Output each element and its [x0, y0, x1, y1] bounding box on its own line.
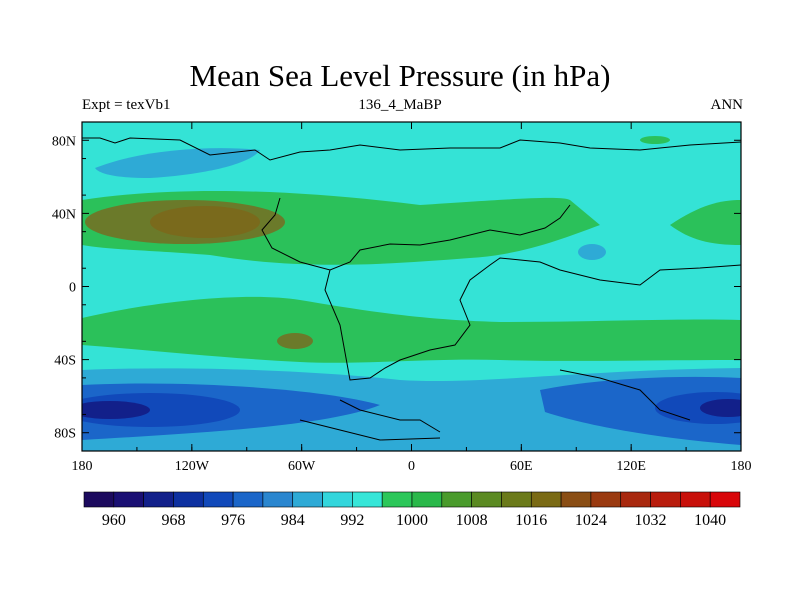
colorbar-swatch — [292, 491, 323, 508]
colorbar-label: 1032 — [634, 512, 667, 529]
y-tick-label: 0 — [69, 281, 76, 296]
colorbar-swatch — [232, 491, 264, 508]
x-tick-label: 180 — [731, 459, 752, 474]
colorbar-label: 1008 — [455, 512, 488, 529]
x-tick-label: 120W — [175, 459, 210, 474]
x-tick-label: 60E — [510, 459, 533, 474]
period-label: ANN — [710, 97, 744, 113]
colorbar-swatch — [83, 491, 115, 508]
y-axis-ticks: 80N 40N 0 40S 80S — [52, 121, 741, 452]
contour-band-1008-arctic — [640, 136, 670, 144]
contour-band-1008-south — [82, 296, 741, 363]
x-tick-label: 60W — [288, 459, 316, 474]
x-axis-ticks: 180 120W 60W 0 60E 120E 180 — [72, 122, 752, 474]
colorbar-swatch — [620, 491, 651, 508]
colorbar-swatch — [441, 491, 472, 508]
colorbar-swatch — [143, 491, 174, 508]
colorbar-swatch — [590, 491, 622, 508]
colorbar-swatch — [650, 491, 681, 508]
experiment-label: Expt = texVb1 — [82, 97, 171, 113]
x-tick-label: 120E — [616, 459, 646, 474]
colorbar-swatch — [471, 491, 502, 508]
colorbar-label: 968 — [161, 512, 186, 529]
colorbar-swatch — [262, 491, 294, 508]
colorbar-swatch — [381, 491, 413, 508]
y-tick-label: 80N — [52, 134, 76, 149]
colorbar-swatch — [173, 491, 204, 508]
colorbar-swatch — [202, 491, 234, 508]
x-tick-label: 180 — [72, 459, 93, 474]
contour-band-968-southeast — [700, 399, 741, 417]
colorbar-label: 960 — [101, 512, 126, 529]
contour-band-992-north — [95, 148, 260, 178]
contour-band-1008-northeast — [670, 200, 741, 245]
colorbar-label: 992 — [340, 512, 365, 529]
colorbar-swatch — [411, 491, 443, 508]
colorbar-swatch — [530, 491, 562, 508]
y-tick-label: 80S — [54, 427, 76, 442]
colorbar-label: 1000 — [396, 512, 428, 529]
colorbar-swatch — [709, 491, 741, 508]
colorbar-swatch — [352, 491, 383, 508]
plot-title: Mean Sea Level Pressure (in hPa) — [189, 58, 611, 93]
y-tick-label: 40S — [54, 354, 76, 369]
colorbar-swatch — [501, 491, 532, 508]
colorbar-swatch — [113, 491, 144, 508]
age-label: 136_4_MaBP — [358, 97, 442, 113]
contour-band-1016-south — [277, 333, 313, 349]
contour-field — [82, 122, 741, 451]
colorbar-label: 1016 — [515, 512, 548, 529]
x-tick-label: 0 — [408, 459, 415, 474]
y-tick-label: 40N — [52, 207, 76, 222]
colorbar — [83, 491, 741, 508]
colorbar-swatch — [560, 491, 592, 508]
contour-band-992-asia — [578, 244, 606, 260]
contour-band-1020-north — [150, 206, 260, 238]
colorbar-label: 1040 — [694, 512, 727, 529]
colorbar-label: 984 — [280, 512, 305, 529]
colorbar-swatch — [680, 491, 711, 508]
contour-band-968-southwest — [82, 401, 150, 419]
colorbar-swatch — [322, 491, 353, 508]
coastlines — [82, 137, 741, 441]
colorbar-label: 1024 — [574, 512, 607, 529]
colorbar-label: 976 — [221, 512, 246, 529]
